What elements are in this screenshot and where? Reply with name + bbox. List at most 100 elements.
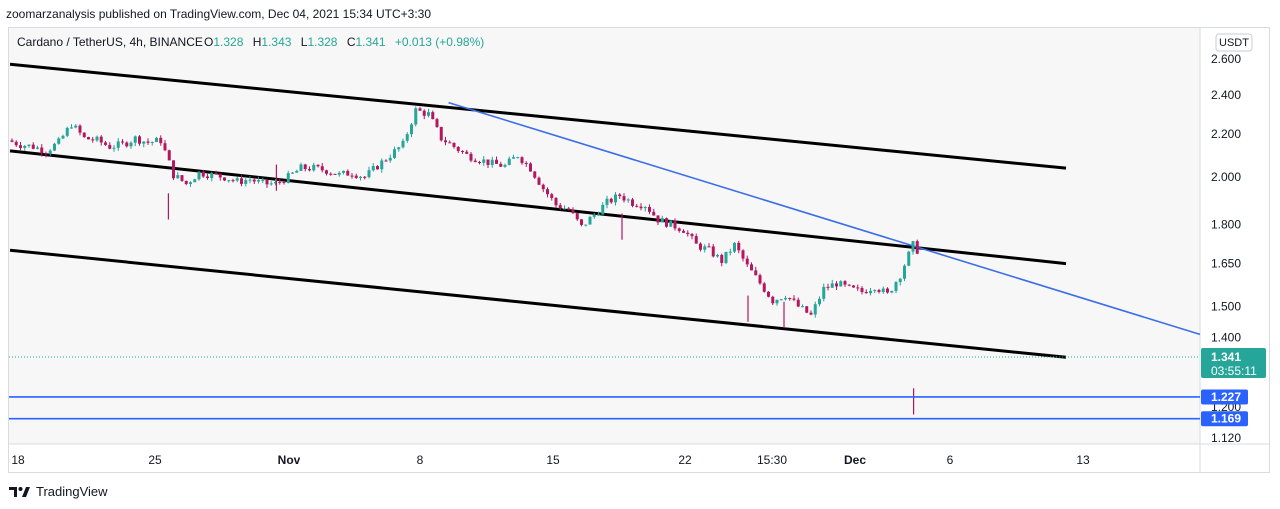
candle <box>435 117 439 128</box>
candle <box>648 204 651 215</box>
candle <box>278 178 282 185</box>
candle <box>754 266 758 276</box>
candle <box>312 162 316 172</box>
candle <box>359 175 362 181</box>
candle <box>520 156 524 165</box>
candle <box>91 136 95 143</box>
candle <box>163 140 167 152</box>
candle <box>82 132 86 138</box>
candle <box>533 170 537 179</box>
trendline[interactable] <box>448 101 1201 336</box>
candle <box>711 244 715 258</box>
candle <box>469 152 473 163</box>
candle <box>61 134 65 140</box>
candle <box>439 126 443 142</box>
candle <box>524 161 528 167</box>
candle <box>350 172 354 179</box>
time-tick: Dec <box>844 453 866 467</box>
candle <box>639 203 643 211</box>
candle <box>826 283 830 291</box>
candle <box>384 159 388 162</box>
candle <box>172 160 175 181</box>
candle <box>422 109 426 120</box>
candle <box>482 156 486 166</box>
candle <box>197 171 201 181</box>
channel-line-1[interactable] <box>9 62 1067 170</box>
candle <box>580 219 583 227</box>
candle <box>248 176 252 184</box>
candle <box>801 304 804 308</box>
candle <box>546 187 549 198</box>
candle <box>894 281 898 294</box>
price-axis[interactable]: 2.600 2.400 2.200 2.000 1.800 1.650 1.500 1.400… <box>1201 52 1266 445</box>
candle <box>907 250 911 267</box>
candle <box>240 175 243 187</box>
ohlc-open: 1.328 <box>213 35 243 49</box>
candle <box>550 192 554 201</box>
channel-line-3[interactable] <box>9 248 1067 359</box>
price-tick: 2.600 <box>1211 52 1241 66</box>
candle <box>835 281 838 290</box>
candle <box>261 177 265 184</box>
candle <box>371 163 375 172</box>
candle <box>869 287 872 296</box>
candle <box>129 141 133 149</box>
candle <box>881 286 885 294</box>
ohlc-high-label: H <box>253 35 262 49</box>
candle <box>567 206 571 211</box>
currency-label: USDT <box>1219 37 1249 49</box>
candle <box>159 135 163 146</box>
ohlc-open-label: O <box>204 35 213 49</box>
candle <box>65 126 69 138</box>
candle <box>660 215 664 223</box>
tradingview-brand[interactable]: TradingView <box>9 484 108 499</box>
candle <box>830 279 834 288</box>
channel-line-2[interactable] <box>9 149 1067 266</box>
candle <box>745 255 749 268</box>
time-tick: 22 <box>678 453 692 467</box>
candle <box>775 299 779 306</box>
candle <box>652 208 656 216</box>
candle <box>516 156 520 159</box>
candle <box>631 197 634 208</box>
brand-name: TradingView <box>36 484 108 499</box>
candle <box>873 289 877 294</box>
time-axis[interactable]: 18 25 Nov 8 15 22 15:30 Dec 6 13 <box>11 453 1090 467</box>
candle <box>112 145 116 152</box>
candle <box>818 296 821 307</box>
candle <box>405 132 409 143</box>
candle <box>393 146 396 159</box>
candle <box>677 227 681 233</box>
candle <box>690 232 694 240</box>
ohlc-close-label: C <box>347 35 356 49</box>
candle <box>507 156 511 166</box>
candle <box>609 197 613 204</box>
candle <box>269 181 273 186</box>
candle <box>180 174 184 182</box>
candle <box>796 297 800 308</box>
candle <box>758 273 762 285</box>
candle <box>286 170 290 184</box>
currency-button[interactable]: USDT <box>1215 33 1253 52</box>
ohlc-low-label: L <box>301 35 308 49</box>
candle <box>771 295 775 306</box>
candle <box>303 163 307 172</box>
candle <box>189 181 192 187</box>
candle <box>231 178 235 183</box>
candle <box>354 173 358 179</box>
candle <box>478 160 481 165</box>
support-badge-2: 1.169 <box>1201 411 1248 427</box>
candle <box>813 301 817 318</box>
candles <box>10 106 919 415</box>
plot-pane <box>9 28 1200 444</box>
candle <box>499 161 503 167</box>
candle <box>274 179 277 186</box>
candle <box>694 233 698 244</box>
candle <box>388 154 392 163</box>
candle <box>23 144 27 151</box>
candle <box>193 178 197 183</box>
candle <box>40 144 44 157</box>
candle <box>138 135 141 146</box>
candle <box>486 159 490 169</box>
